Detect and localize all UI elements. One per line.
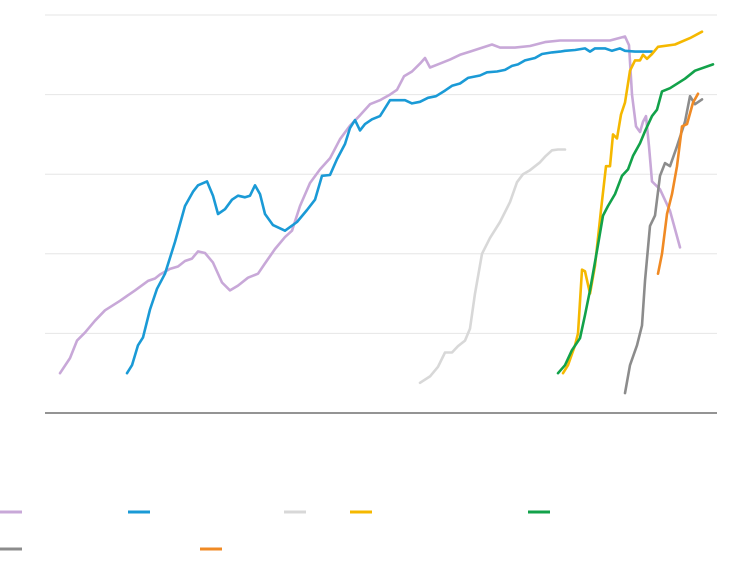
series-line: [58, 35, 682, 375]
series-line: [125, 47, 654, 375]
series-line: [561, 30, 704, 375]
series-line: [418, 148, 567, 385]
series-line: [656, 92, 700, 275]
series-line: [556, 63, 715, 375]
series-line: [623, 94, 704, 395]
